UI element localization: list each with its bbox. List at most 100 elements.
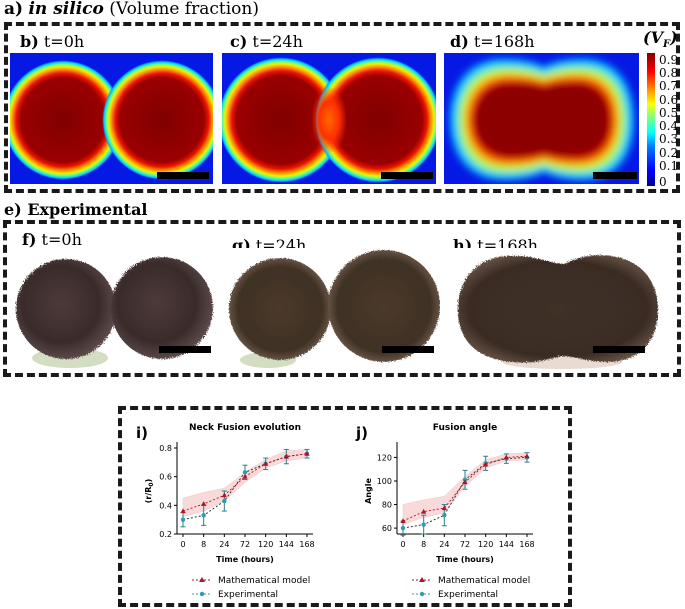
colorbar-tick: 0.5 <box>659 105 679 120</box>
colorbar-tick: 0.1 <box>659 159 679 174</box>
model-point <box>201 501 207 506</box>
experimental-point <box>442 512 447 518</box>
legend-model-marker <box>419 577 425 582</box>
chart-j: j) Fusion angle 60 80 100 120 0 8 24 72 120 144 168 T… <box>355 423 535 600</box>
colorbar-tick: 0.2 <box>659 145 679 160</box>
section-e-title: e) Experimental <box>4 200 148 219</box>
panel-b-label: b) t=0h <box>20 32 85 51</box>
y-tick-label: 0.2 <box>159 530 172 539</box>
model-point <box>441 505 447 511</box>
experimental-point <box>242 470 248 475</box>
legend-model-label: Mathematical model <box>218 576 310 586</box>
panel-c-label: c) t=24h <box>230 32 303 51</box>
section-a-letter: a) <box>4 0 24 19</box>
chart-title: Fusion angle <box>433 423 497 433</box>
colorbar-tick: 0.6 <box>659 92 679 107</box>
model-point <box>483 461 489 467</box>
model-point <box>524 453 530 459</box>
exp-photo-h <box>452 248 662 370</box>
experimental-point <box>222 498 227 504</box>
x-axis-label: Time (hours) <box>216 555 274 564</box>
x-tick-label: 120 <box>258 540 273 549</box>
section-ij-frame <box>118 406 572 607</box>
model-point <box>221 492 227 498</box>
colorbar <box>647 53 655 186</box>
x-tick-label: 168 <box>519 540 534 549</box>
chart-i: i) Neck Fusion evolution 0.2 0.4 0.6 0.8 0 8 24 7… <box>136 423 315 600</box>
y-tick-label: 0.4 <box>159 501 172 510</box>
sim-panel-d <box>444 53 639 184</box>
sim-sphere-left <box>10 60 123 180</box>
scale-bar-d <box>593 172 637 179</box>
legend-model-label: Mathematical model <box>438 576 530 586</box>
section-a-italic: in silico <box>28 0 104 19</box>
y-axis-label: Angle <box>364 478 373 504</box>
x-tick-label: 24 <box>219 540 229 549</box>
x-tick-label: 0 <box>400 540 405 549</box>
panel-f-label: f) t=0h <box>22 230 82 249</box>
x-tick-label: 144 <box>279 540 294 549</box>
section-e-frame <box>3 220 681 377</box>
y-tick-label: 0.6 <box>159 473 172 482</box>
sim-panel-c <box>222 53 436 184</box>
model-point <box>421 508 427 514</box>
x-tick-label: 8 <box>201 540 206 549</box>
scale-bar-h <box>593 346 645 353</box>
x-tick-label: 0 <box>180 540 185 549</box>
x-axis-label: Time (hours) <box>436 555 494 564</box>
organoid-left <box>16 259 116 359</box>
model-point <box>283 453 289 459</box>
colorbar-tick: 0.3 <box>659 132 679 147</box>
colorbar-label: (VF) <box>643 28 678 51</box>
colorbar-ticks: 0.9 0.8 0.7 0.6 0.5 0.4 0.3 0.2 0.1 0 <box>659 52 683 189</box>
x-tick-label: 72 <box>460 540 470 549</box>
panel-letter: i) <box>136 424 148 442</box>
panel-letter: j) <box>355 424 368 442</box>
experimental-point <box>201 513 206 518</box>
model-point <box>263 460 269 466</box>
y-tick-label: 100 <box>377 477 392 486</box>
sim-sphere-right <box>315 57 436 183</box>
y-tick-label: 120 <box>377 453 392 462</box>
organoid-right <box>111 257 213 359</box>
legend-exp-marker <box>419 591 425 597</box>
scale-bar-b <box>157 172 209 179</box>
y-tick-label: 80 <box>382 501 392 510</box>
model-point <box>242 473 248 479</box>
colorbar-tick: 0.8 <box>659 65 679 80</box>
x-tick-label: 168 <box>299 540 314 549</box>
x-tick-label: 24 <box>439 540 449 549</box>
legend-model-marker <box>199 577 205 582</box>
sim-sphere-right <box>102 60 213 180</box>
model-point <box>180 508 186 514</box>
sim-neck <box>311 86 347 154</box>
model-point <box>400 518 406 524</box>
model-point <box>462 479 468 485</box>
legend-exp-label: Experimental <box>438 590 498 600</box>
colorbar-tick: 0 <box>659 175 667 189</box>
model-confidence-band <box>182 449 308 518</box>
y-axis-label: (r/R0) <box>144 479 155 504</box>
experimental-point <box>400 525 406 531</box>
panel-d-label: d) t=168h <box>450 32 535 51</box>
chart-title: Neck Fusion evolution <box>189 423 301 433</box>
scale-bar-g <box>382 346 434 353</box>
legend-exp-label: Experimental <box>218 590 278 600</box>
colorbar-tick: 0.9 <box>659 52 679 67</box>
legend-exp-marker <box>199 591 205 597</box>
section-a-rest: (Volume fraction) <box>109 0 259 19</box>
x-tick-label: 120 <box>478 540 493 549</box>
fused-organoid <box>458 255 658 363</box>
model-point <box>304 450 310 456</box>
x-tick-label: 144 <box>499 540 514 549</box>
section-a-title: a) in silico (Volume fraction) <box>4 0 259 19</box>
model-point <box>503 454 509 460</box>
section-a-frame <box>4 22 680 193</box>
organoid-right <box>328 250 440 362</box>
sim-panel-b <box>10 53 213 184</box>
y-tick-label: 0.8 <box>159 444 172 453</box>
experimental-point <box>421 522 426 527</box>
x-tick-label: 72 <box>240 540 250 549</box>
sim-sphere-left <box>222 57 344 183</box>
colorbar-tick: 0.4 <box>659 119 679 134</box>
